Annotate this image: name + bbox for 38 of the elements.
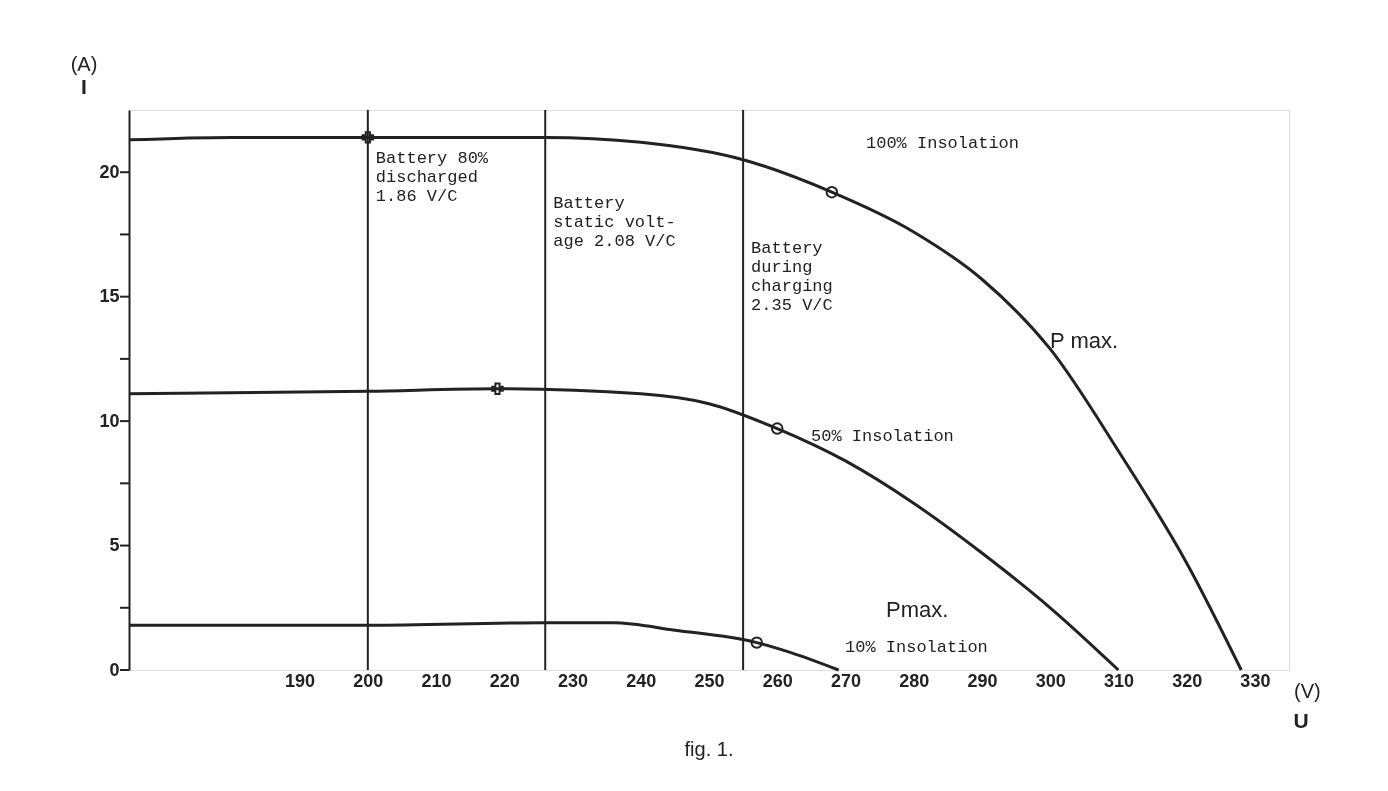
x-axis-title: U xyxy=(1293,709,1309,732)
point xyxy=(750,636,764,649)
x-tick-label: 250 xyxy=(694,670,725,691)
point xyxy=(491,382,504,395)
point xyxy=(361,131,375,144)
y-tick-label: 15 xyxy=(99,286,120,307)
ref-line-label: Battery 80% discharged 1.86 V/C xyxy=(375,149,489,206)
annotation: 100% Insolation xyxy=(866,134,1020,153)
x-tick-label: 200 xyxy=(353,670,384,691)
x-tick-label: 260 xyxy=(762,670,793,691)
text: (A) xyxy=(70,53,98,75)
annotation: 10% Insolation xyxy=(845,638,988,657)
y-tick-label: 5 xyxy=(109,535,120,556)
x-tick-label: 190 xyxy=(285,670,316,691)
annotation: 50% Insolation xyxy=(811,427,954,446)
point xyxy=(825,185,839,199)
y-tick-label: 20 xyxy=(99,161,120,182)
annotation: Pmax. xyxy=(886,597,949,622)
y-axis-title: I xyxy=(81,75,87,98)
y-tick-label: 0 xyxy=(109,659,120,680)
ref-line-label: Battery during charging 2.35 V/C xyxy=(751,239,833,315)
ref-line-label: Battery static volt- age 2.08 V/C xyxy=(553,194,676,251)
text: fig. 1. xyxy=(684,738,734,760)
point xyxy=(770,422,784,435)
x-tick-label: 300 xyxy=(1035,670,1066,691)
x-tick-label: 240 xyxy=(626,670,657,691)
annotation: P max. xyxy=(1050,328,1119,353)
x-tick-label: 220 xyxy=(489,670,520,691)
x-tick-label: 320 xyxy=(1172,670,1203,691)
x-tick-label: 310 xyxy=(1103,670,1134,691)
x-tick-label: 330 xyxy=(1240,670,1271,691)
x-tick-label: 210 xyxy=(421,670,452,691)
x-tick-label: 270 xyxy=(830,670,861,691)
text: (V) xyxy=(1294,680,1321,702)
x-tick-label: 230 xyxy=(558,670,589,691)
y-tick-label: 10 xyxy=(99,410,120,431)
x-tick-label: 280 xyxy=(899,670,930,691)
x-tick-label: 290 xyxy=(967,670,998,691)
